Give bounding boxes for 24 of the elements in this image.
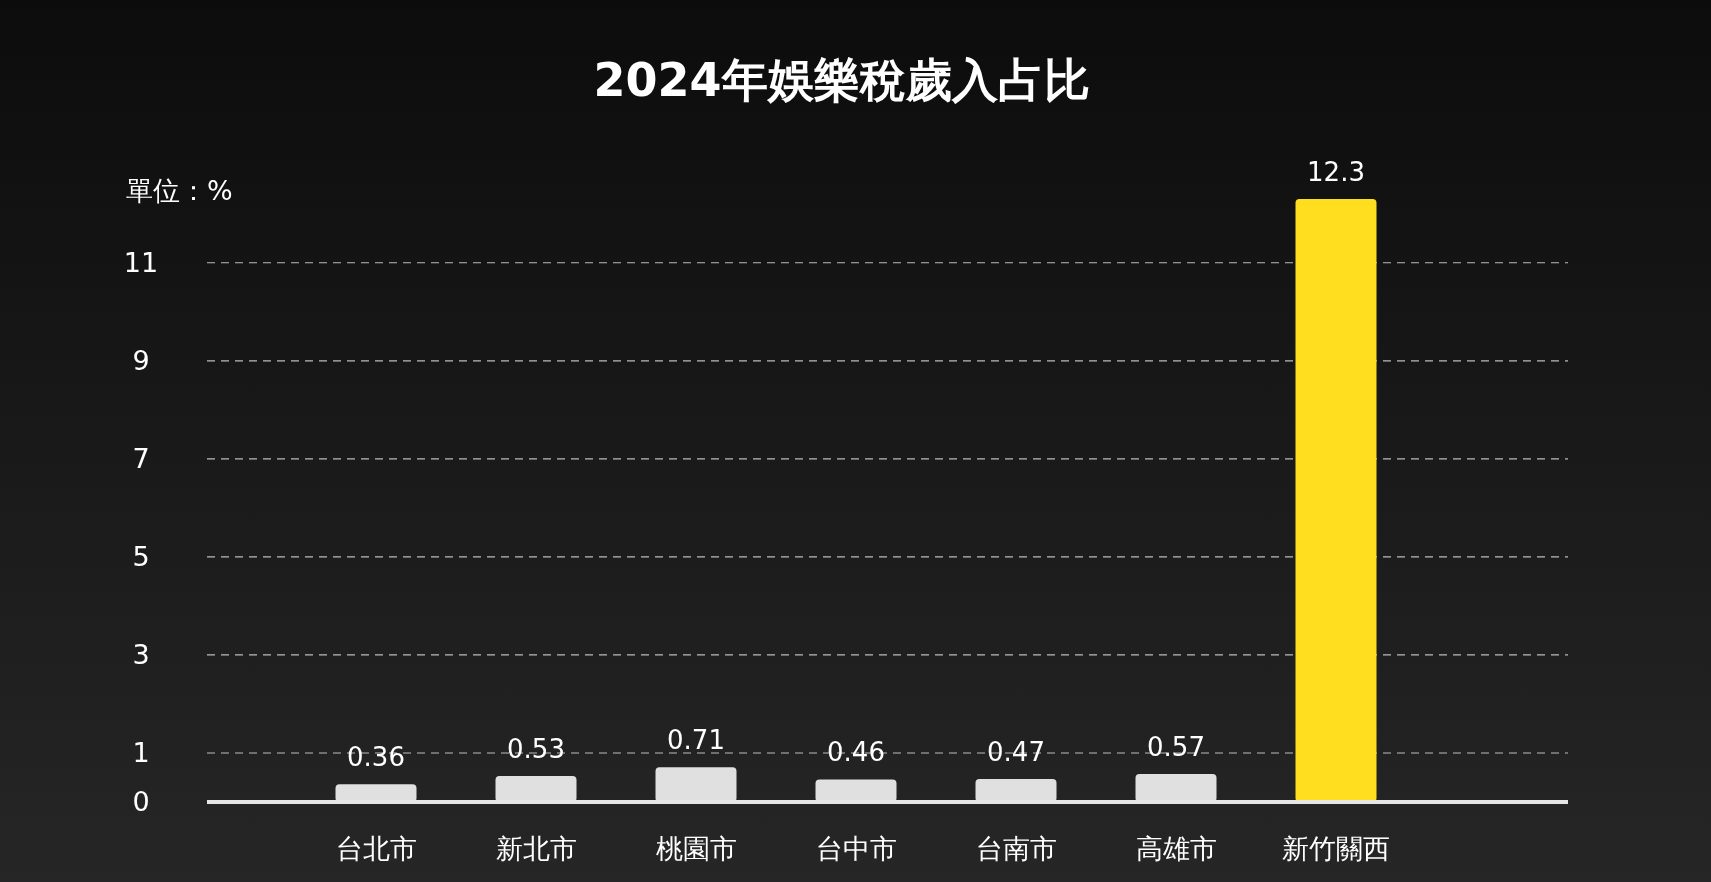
x-tick-label: 高雄市 <box>1135 833 1217 864</box>
y-tick-label: 11 <box>123 247 159 279</box>
data-label: 12.3 <box>1307 157 1365 187</box>
data-label: 0.36 <box>347 742 405 773</box>
y-axis-title: 單位：% <box>126 175 233 206</box>
data-label: 0.46 <box>827 737 885 768</box>
x-tick-label: 新北市 <box>495 833 577 864</box>
data-label: 0.53 <box>507 734 565 765</box>
y-tick-label: 5 <box>132 541 150 573</box>
x-tick-label: 台中市 <box>815 833 897 864</box>
bar <box>1295 199 1377 802</box>
y-tick-label: 0 <box>132 786 150 818</box>
data-label: 0.47 <box>987 736 1045 767</box>
x-tick-label: 台南市 <box>975 833 1057 864</box>
chart-title: 2024年娛樂稅歲入占比 <box>593 53 1090 107</box>
y-tick-label: 7 <box>132 443 150 475</box>
y-tick-label: 1 <box>132 737 150 769</box>
y-tick-label: 9 <box>132 345 150 377</box>
x-tick-label: 新竹關西 <box>1282 833 1390 864</box>
data-label: 0.71 <box>667 725 725 756</box>
y-tick-label: 3 <box>132 639 150 671</box>
data-label: 0.57 <box>1147 732 1205 763</box>
x-tick-label: 桃園市 <box>655 833 737 864</box>
x-tick-label: 台北市 <box>335 833 417 864</box>
